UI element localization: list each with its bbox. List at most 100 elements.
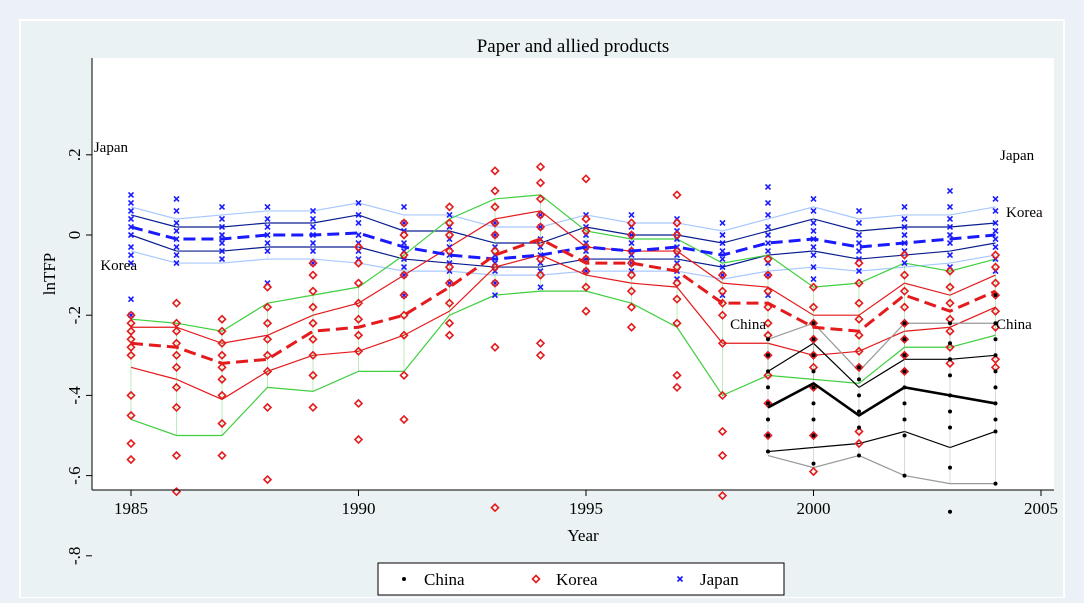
legend-label-korea: Korea	[556, 570, 598, 589]
korea-point-15	[171, 362, 182, 372]
japan-point-90-stroke-b	[628, 239, 635, 247]
korea-point-161	[899, 334, 910, 344]
y-axis-label: lnTFP	[40, 253, 59, 296]
korea-point-65	[444, 218, 455, 228]
japan-point-110-stroke-b	[764, 183, 772, 190]
legend-label-china: China	[424, 570, 465, 589]
japan-point-153	[992, 219, 999, 227]
china-point-40	[948, 509, 952, 514]
korea-point-25	[217, 374, 227, 384]
korea-point-5	[126, 350, 136, 360]
japan-point-28	[264, 223, 271, 231]
japan-point-147	[946, 231, 954, 239]
japan-point-144	[946, 203, 954, 210]
china-point-23	[902, 321, 907, 326]
korea-point-106	[626, 286, 637, 296]
japan-point-116-stroke-b	[764, 247, 772, 255]
japan-point-127	[810, 264, 817, 271]
japan-point-149-stroke-b	[946, 251, 954, 259]
korea-point-129	[763, 270, 773, 280]
korea-point-33	[262, 350, 273, 360]
korea-point-147	[854, 258, 864, 268]
korea-point-48	[353, 278, 364, 288]
japan-point-5	[127, 231, 135, 239]
korea-point-87	[535, 222, 546, 232]
japan-point-133	[855, 247, 863, 255]
japan-point-146	[946, 223, 954, 231]
japan-point-35-stroke-b	[309, 223, 317, 231]
ticks-layer: 1985 1990 1995 2000 2005 .2 0 -.2 -.4 -.6 -.8	[65, 148, 1058, 565]
korea-point-115	[672, 294, 682, 304]
china-point-11	[811, 369, 816, 374]
korea-point-29	[262, 282, 273, 292]
japan-point-121	[810, 207, 817, 215]
korea-point-117	[672, 370, 682, 380]
japan-point-21-stroke-b	[218, 223, 226, 231]
japan-point-127-stroke-b	[810, 264, 817, 271]
japan-point-145	[946, 215, 954, 223]
china-point-10	[811, 353, 816, 358]
korea-point-43	[308, 350, 318, 360]
china-band-inner-high	[767, 342, 996, 389]
japan-point-137	[901, 215, 908, 223]
japan-point-12	[173, 207, 180, 215]
korea-point-61	[399, 330, 409, 340]
japan-point-34-stroke-b	[309, 215, 317, 223]
korea-point-118	[672, 382, 682, 393]
japan-point-18-stroke-b	[173, 260, 180, 267]
china-point-3	[766, 385, 770, 390]
japan-point-143-stroke-b	[946, 187, 954, 194]
japan-point-147-stroke-b	[946, 231, 954, 239]
japan-point-154-stroke-b	[992, 227, 999, 235]
japan-point-128-stroke-b	[810, 276, 817, 283]
china-point-0	[766, 337, 770, 342]
korea-point-126	[717, 450, 728, 461]
japan-point-145-stroke-b	[946, 215, 954, 223]
china-band-inner-low	[767, 430, 996, 453]
korea-label-end: Korea	[1006, 205, 1043, 221]
korea-point-80	[490, 278, 500, 288]
korea-point-107	[626, 302, 637, 312]
korea-point-55	[399, 218, 409, 228]
japan-point-26	[264, 203, 271, 210]
japan-point-3-stroke-b	[127, 215, 135, 223]
japan-point-56-stroke-b	[446, 211, 453, 219]
japan-point-116	[764, 247, 772, 255]
korea-point-123	[717, 338, 728, 348]
china-point-50	[993, 481, 998, 486]
korea-point-173	[990, 278, 1001, 288]
china-point-24	[902, 337, 907, 342]
japan-point-0	[127, 191, 135, 198]
china-point-46	[993, 385, 998, 390]
legend-box	[377, 562, 785, 596]
japan-point-11	[173, 195, 180, 202]
korea-point-82	[490, 503, 500, 513]
korea-point-41	[308, 318, 318, 328]
china-point-2	[766, 369, 770, 374]
japan-point-125-stroke-b	[810, 243, 817, 251]
japan-point-128	[810, 276, 817, 283]
legend-marker-japan	[676, 575, 684, 583]
china-point-7	[766, 449, 770, 454]
korea-point-110	[672, 218, 682, 228]
china-point-48	[993, 417, 998, 422]
japan-point-12-stroke-b	[173, 207, 180, 215]
korea-point-157	[899, 270, 910, 280]
china-point-31	[902, 473, 907, 478]
china-band-outer-low	[767, 454, 996, 485]
korea-point-37	[308, 258, 318, 268]
japan-point-107	[719, 264, 726, 271]
china-point-14	[811, 417, 816, 422]
china-point-22	[857, 453, 861, 458]
china-label-end: China	[996, 317, 1032, 333]
korea-point-168	[945, 326, 955, 336]
korea-point-156	[899, 250, 910, 260]
japan-point-136-stroke-b	[901, 203, 908, 210]
korea-point-14	[171, 350, 182, 360]
korea-point-68	[444, 262, 455, 272]
japan-point-22-stroke-b	[218, 231, 226, 239]
japan-point-33-stroke-b	[309, 207, 317, 215]
legend-marker-japan-stroke-b	[676, 575, 684, 583]
japan-point-1	[127, 199, 135, 206]
